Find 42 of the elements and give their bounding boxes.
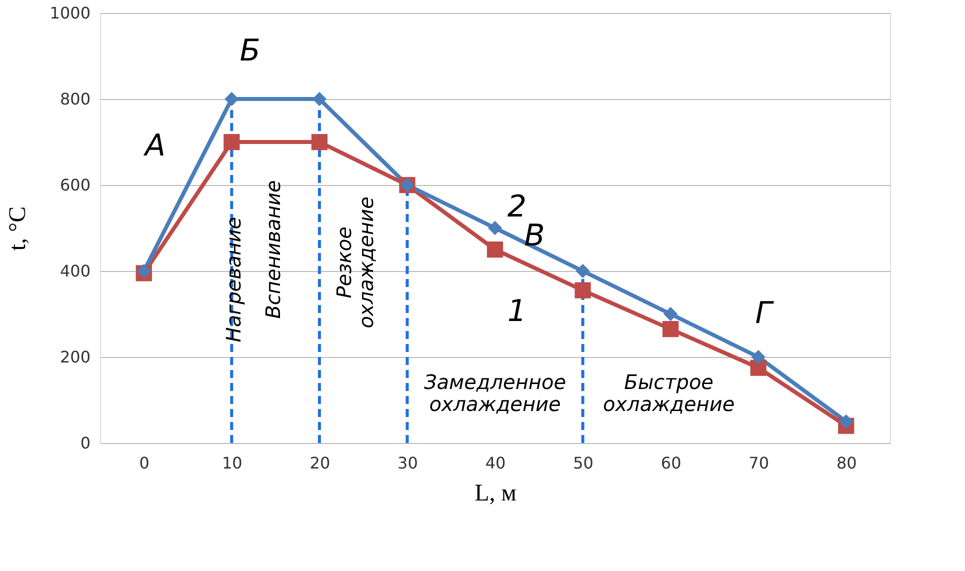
annotation: Г bbox=[755, 296, 774, 331]
y-tick-label: 400 bbox=[60, 262, 90, 280]
x-tick-label: 40 bbox=[485, 454, 506, 472]
point bbox=[224, 92, 239, 106]
y-tick-label: 600 bbox=[60, 176, 90, 194]
series-label: 1 bbox=[507, 294, 526, 329]
point bbox=[751, 350, 766, 364]
point bbox=[486, 241, 504, 258]
point bbox=[662, 320, 679, 338]
y-tick-label: 1000 bbox=[50, 4, 90, 22]
x-tick-label: 80 bbox=[836, 454, 857, 472]
point bbox=[663, 306, 678, 322]
x-tick-label: 10 bbox=[222, 454, 242, 472]
point bbox=[750, 360, 766, 376]
y-axis-title: t, °C bbox=[4, 206, 31, 251]
point bbox=[839, 414, 854, 429]
point bbox=[574, 282, 591, 298]
x-tick-label: 0 bbox=[139, 454, 150, 472]
point bbox=[312, 92, 327, 106]
x-tick-label: 30 bbox=[398, 454, 418, 472]
annotation: Быстрое охлаждение bbox=[602, 370, 735, 416]
y-tick-label: 200 bbox=[60, 348, 90, 366]
point bbox=[488, 220, 502, 236]
point bbox=[576, 264, 590, 278]
point bbox=[311, 134, 328, 150]
y-tick-label: 0 bbox=[80, 434, 90, 452]
point bbox=[136, 264, 151, 278]
point bbox=[224, 134, 240, 150]
x-axis-title: L, м bbox=[474, 480, 516, 506]
annotation: Резкое охлаждение bbox=[332, 196, 378, 328]
annotation: Б bbox=[240, 34, 260, 69]
annotation: А bbox=[143, 128, 166, 164]
annotation: Вспенивание bbox=[260, 180, 285, 319]
y-tick-label: 800 bbox=[60, 90, 90, 108]
annotation: Нагревание bbox=[221, 216, 246, 342]
x-tick-label: 50 bbox=[573, 454, 594, 472]
annotation: Замедленное охлаждение bbox=[424, 370, 566, 416]
x-tick-label: 20 bbox=[310, 454, 330, 472]
x-tick-label: 70 bbox=[748, 454, 770, 472]
x-tick-label: 60 bbox=[660, 454, 682, 472]
series-label: 2 bbox=[507, 190, 526, 224]
annotation: В bbox=[524, 218, 545, 254]
